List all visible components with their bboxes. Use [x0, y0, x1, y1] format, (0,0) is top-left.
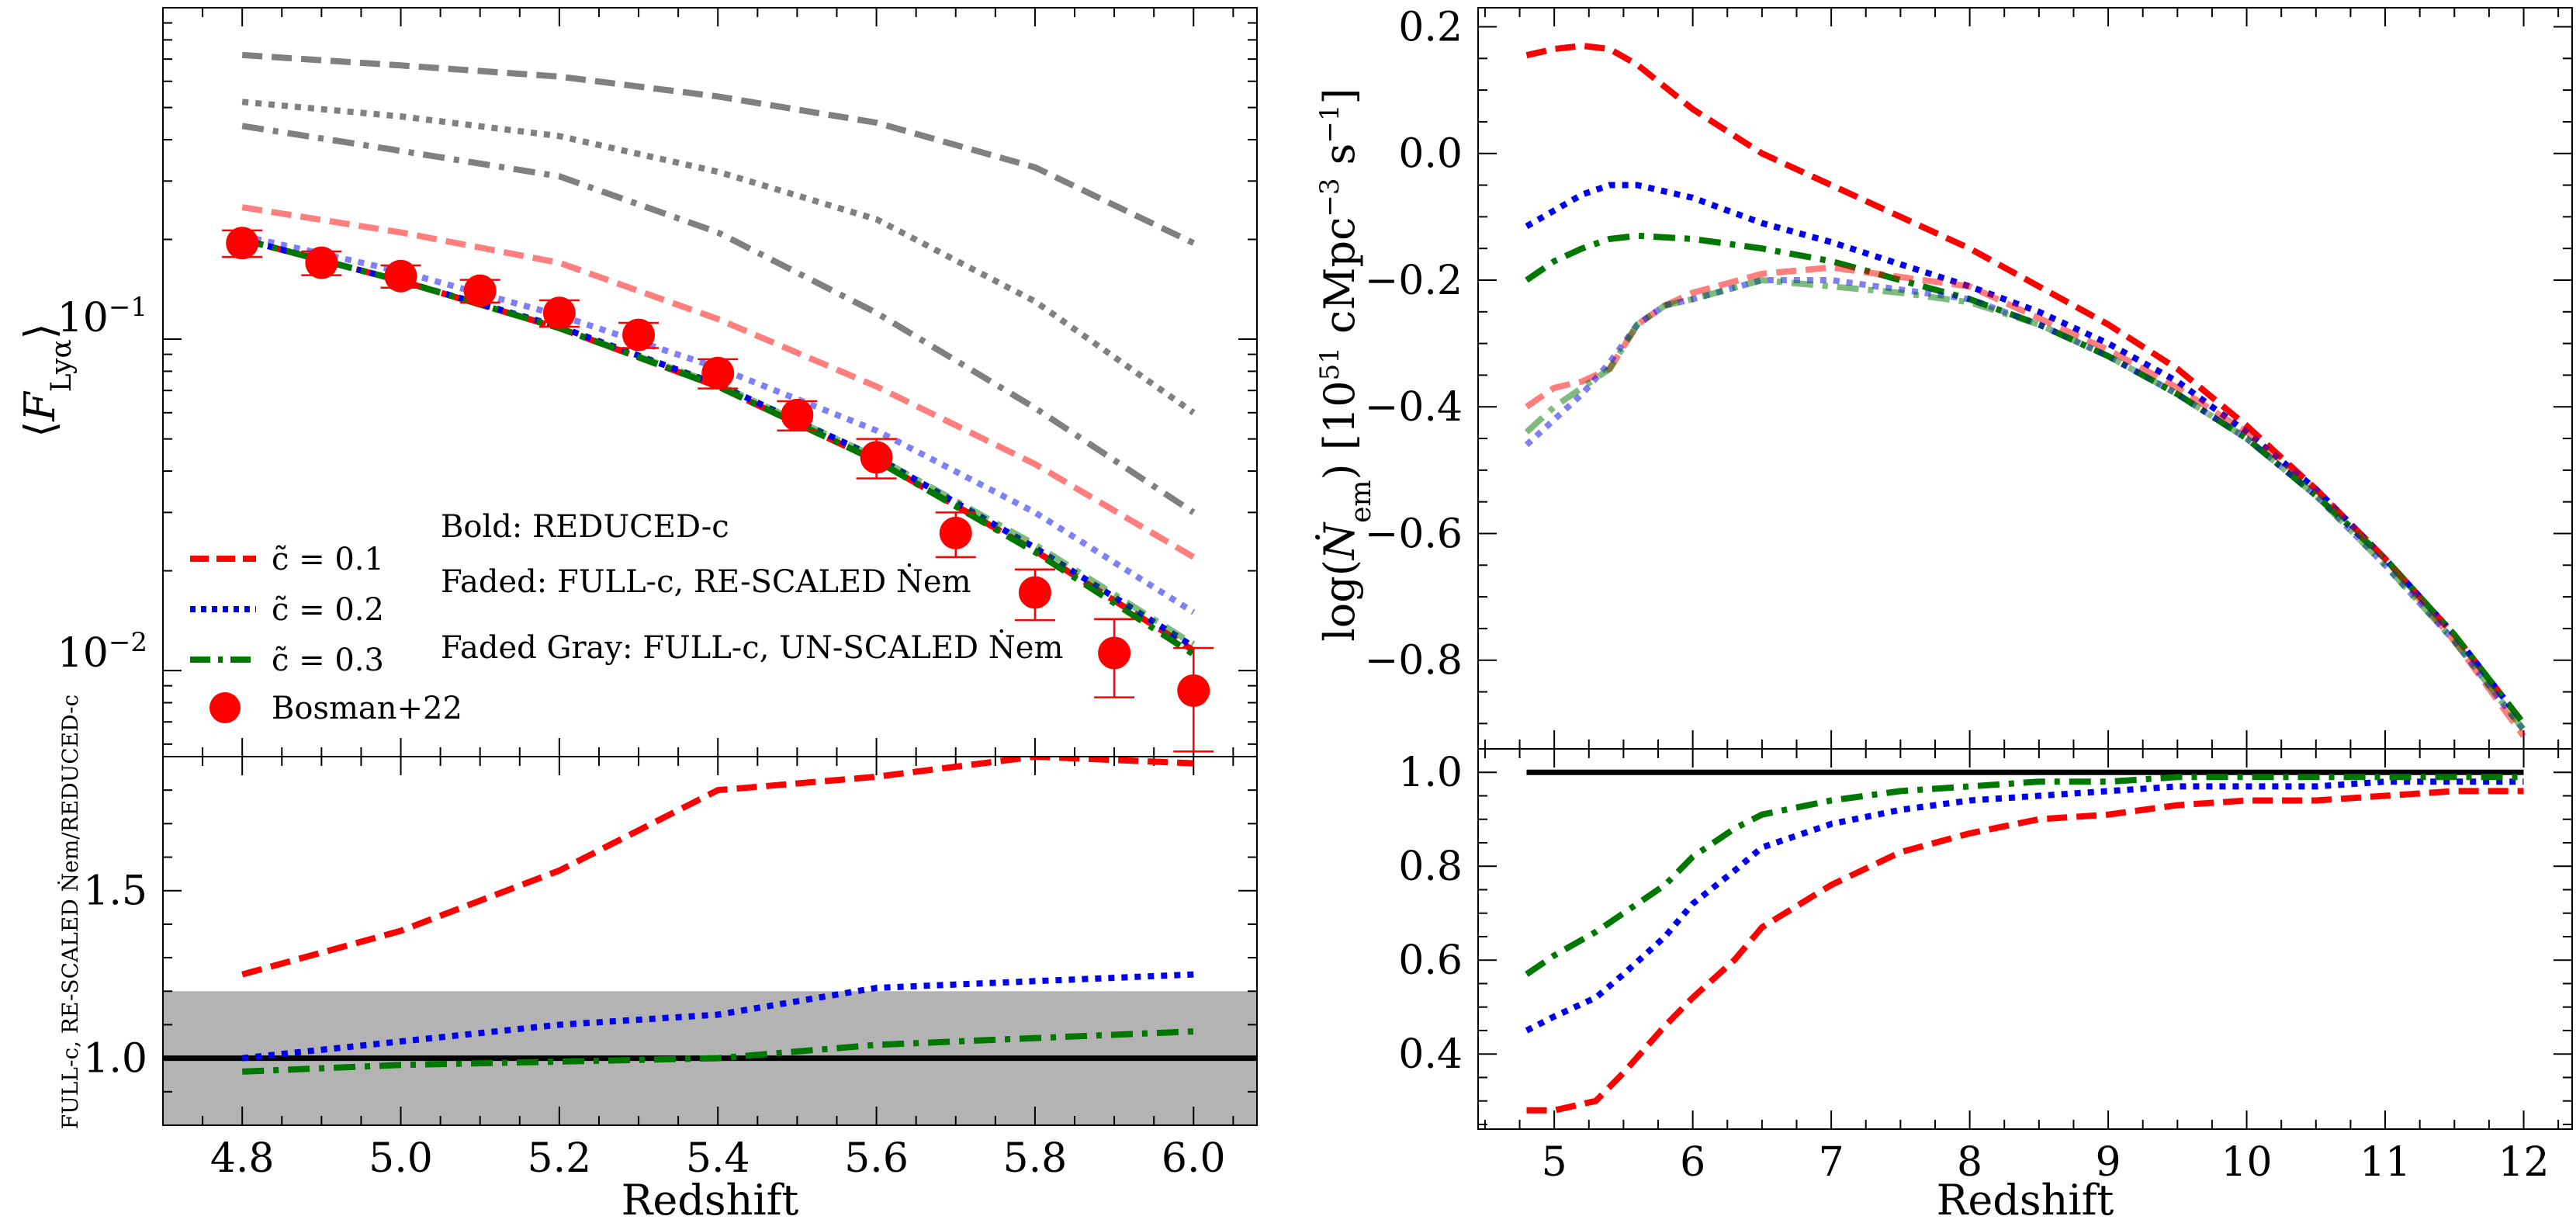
y-tick-label: 0.4	[1398, 1031, 1463, 1078]
x-axis-label-bottom-right: Redshift	[1937, 1176, 2114, 1225]
series-line-6	[241, 51, 1196, 246]
series-line-2	[241, 236, 1196, 657]
series-line-8	[241, 123, 1196, 515]
panel-top-left: 10−1 10−2 ⟨FLyα⟩ c̃ = 0.1 c̃ = 0.2 c̃ = …	[16, 7, 1258, 757]
x-tick-label: 5.2	[528, 1135, 592, 1182]
frame-bottom-right	[1477, 748, 2573, 1130]
x-tick-label: 6.0	[1162, 1135, 1226, 1182]
x-tick-label: 5	[1542, 1139, 1567, 1186]
legend-label-c01: c̃ = 0.1	[272, 542, 384, 577]
y-tick-label-0.01: 10−2	[57, 627, 147, 677]
x-tick-label: 10	[2221, 1139, 2272, 1186]
x-tick-label: 11	[2360, 1139, 2411, 1186]
series-line-4	[1524, 277, 2526, 732]
legend-label-bosman: Bosman+22	[272, 691, 462, 726]
y-tick-label: −0.4	[1365, 384, 1463, 431]
x-tick-label: 4.8	[210, 1135, 275, 1182]
series-line-3	[1525, 264, 2526, 739]
x-tick-labels-bottom-right: 5 6 7 8 9 10 11 12	[1542, 1139, 2550, 1186]
x-tick-label: 5.0	[369, 1135, 433, 1182]
series-line-2	[1525, 774, 2524, 977]
data-point	[701, 356, 735, 390]
data-point	[305, 246, 338, 279]
data-point	[384, 259, 417, 293]
y-tick-label: −0.2	[1365, 258, 1463, 304]
legend-label-c02: c̃ = 0.2	[272, 592, 384, 628]
y-axis-label-top-left: ⟨FLyα⟩	[16, 323, 78, 438]
series-bottom-right	[1525, 774, 2524, 1114]
legend: c̃ = 0.1 c̃ = 0.2 c̃ = 0.3 Bosman+22	[190, 542, 462, 726]
y-axis-label-bottom-left: FULL-c, RE-SCALED Ṅem/REDUCED-c	[57, 695, 83, 1129]
y-tick-labels-top-right: 0.2 0.0 −0.2 −0.4 −0.6 −0.8	[1365, 4, 1463, 684]
ticks-top-right	[1478, 8, 2572, 749]
series-line-2	[242, 1028, 1194, 1075]
data-point	[1018, 576, 1051, 609]
series-bottom-left	[241, 757, 1194, 1075]
legend-label-c03: c̃ = 0.3	[272, 643, 384, 678]
y-tick-label: 0.0	[1398, 131, 1463, 178]
series-line-1	[1525, 778, 2524, 1034]
y-tick-labels-bottom-left: 1.0 1.5	[83, 868, 147, 1083]
y-tick-labels-bottom-right: 0.4 0.6 0.8 1.0	[1398, 750, 1463, 1078]
annotation-bold: Bold: REDUCED-c	[441, 509, 729, 545]
series-line-3	[241, 204, 1196, 560]
bosman-points	[222, 227, 1214, 753]
y-tick-label: 0.2	[1398, 4, 1463, 50]
y-tick-label-0.1: 10−1	[57, 292, 147, 341]
data-point	[781, 398, 814, 431]
y-tick-label: 0.6	[1398, 937, 1463, 984]
panel-bottom-left: 4.8 5.0 5.2 5.4 5.6 5.8 6.0 1.0 1.5 Redshift FU…	[57, 695, 1258, 1225]
data-point	[226, 227, 259, 260]
series-line-7	[241, 99, 1196, 416]
annotation-faded-gray: Faded Gray: FULL-c, UN-SCALED Ṅem	[441, 629, 1063, 666]
series-line-0	[241, 757, 1194, 978]
y-tick-labels-top-left: 10−1 10−2	[57, 292, 147, 677]
ticks-bottom-left	[162, 757, 1257, 1125]
frame-bottom-left	[162, 756, 1258, 1126]
x-tick-label: 5.6	[844, 1135, 909, 1182]
data-point	[1098, 636, 1131, 670]
y-tick-label: 1.5	[83, 868, 147, 915]
x-tick-label: 12	[2498, 1139, 2549, 1186]
y-tick-label: 1.0	[83, 1036, 147, 1083]
x-tick-label: 5.4	[686, 1135, 750, 1182]
panel-top-right: 0.2 0.0 −0.2 −0.4 −0.6 −0.8 log(Ṅem) [1051 cM…	[1314, 4, 2573, 750]
y-tick-label: −0.8	[1365, 638, 1463, 684]
data-point	[939, 516, 972, 549]
data-point	[542, 296, 576, 330]
y-tick-label: 0.8	[1398, 844, 1463, 890]
y-axis-label-top-right: log(Ṅem) [1051 cMpc−3 s−1]	[1314, 88, 1377, 641]
ticks-bottom-right	[1478, 748, 2572, 1129]
series-line-0	[1526, 788, 2524, 1114]
frame-top-right	[1477, 7, 2573, 750]
series-top-right	[1524, 42, 2526, 739]
legend-marker-bosman	[209, 692, 241, 723]
y-tick-label: 1.0	[1398, 750, 1463, 796]
series-line-5	[1524, 276, 2526, 732]
x-tick-label: 9	[2096, 1139, 2121, 1186]
series-line-0	[1525, 42, 2526, 726]
panel-bottom-right: 5 6 7 8 9 10 11 12 0.4 0.6 0.8 1.0 Redshift	[1398, 748, 2573, 1225]
annotation-faded: Faded: FULL-c, RE-SCALED Ṅem	[441, 563, 971, 600]
series-line-1	[1525, 182, 2526, 726]
y-tick-label: −0.6	[1365, 511, 1463, 557]
data-point	[860, 441, 893, 474]
series-line-1	[241, 971, 1194, 1062]
x-axis-label-bottom-left: Redshift	[621, 1176, 799, 1225]
data-point	[1177, 674, 1210, 707]
data-point	[463, 274, 497, 307]
x-tick-labels-bottom-left: 4.8 5.0 5.2 5.4 5.6 5.8 6.0	[210, 1135, 1226, 1182]
x-tick-label: 6	[1680, 1139, 1705, 1186]
x-tick-label: 8	[1957, 1139, 1982, 1186]
x-tick-label: 7	[1819, 1139, 1844, 1186]
x-tick-label: 5.8	[1003, 1135, 1068, 1182]
data-point	[622, 318, 656, 352]
